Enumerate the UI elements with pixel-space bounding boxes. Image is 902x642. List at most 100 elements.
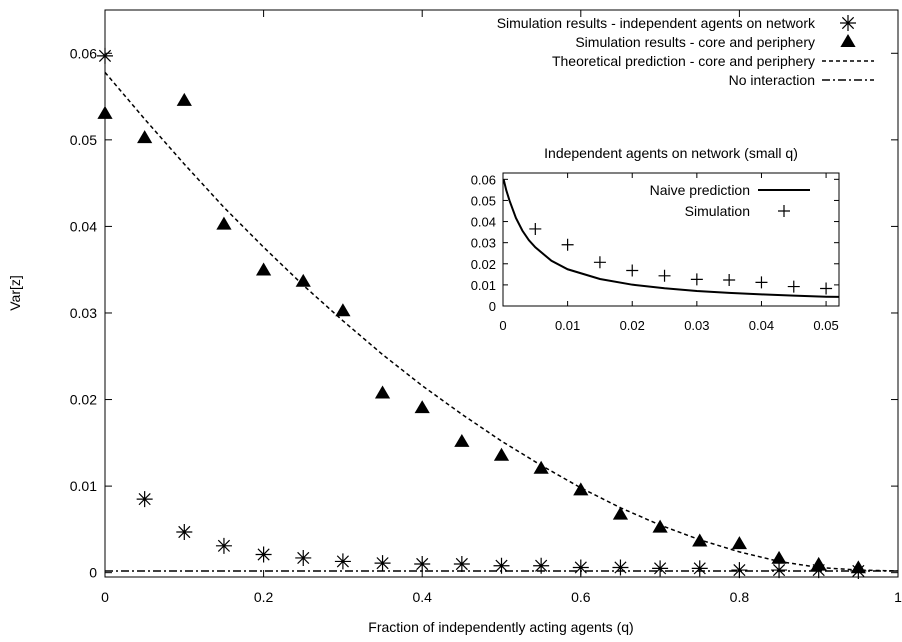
x-tick-label: 0.4 bbox=[412, 589, 432, 605]
x-tick-label: 0.01 bbox=[555, 318, 580, 333]
data-point bbox=[561, 238, 574, 251]
y-tick-label: 0.06 bbox=[471, 172, 496, 187]
x-tick-label: 1 bbox=[894, 589, 902, 605]
inset-axis-ticks: 0 0.01 0.02 0.03 0.04 0.05 0 0.01 0.02 0.03 0.04 0.… bbox=[471, 172, 839, 333]
inset-plot-lines bbox=[502, 179, 840, 298]
series-line bbox=[502, 179, 840, 298]
y-tick-label: 0.02 bbox=[70, 392, 97, 408]
y-tick-label: 0.01 bbox=[471, 278, 496, 293]
main-legend: Simulation results - independent agents … bbox=[497, 15, 874, 88]
y-tick-label: 0 bbox=[489, 299, 496, 314]
x-tick-label: 0 bbox=[101, 589, 109, 605]
legend-entry-label: Theoretical prediction - core and periph… bbox=[552, 53, 815, 69]
main-plot-markers bbox=[97, 47, 867, 579]
data-point bbox=[215, 537, 232, 554]
legend-entry-marker bbox=[840, 34, 856, 47]
inset-plot-markers bbox=[529, 222, 833, 295]
data-point bbox=[787, 280, 800, 293]
data-point bbox=[414, 556, 431, 573]
data-point bbox=[626, 264, 639, 277]
y-tick-label: 0.06 bbox=[70, 45, 97, 61]
legend-entry-label: Simulation bbox=[685, 203, 750, 219]
y-tick-label: 0.03 bbox=[471, 236, 496, 251]
data-point bbox=[493, 557, 510, 574]
data-point bbox=[771, 562, 788, 579]
y-axis-label: Var[z] bbox=[7, 275, 23, 311]
legend-entry-marker bbox=[840, 15, 856, 31]
series-line bbox=[104, 71, 899, 572]
data-point bbox=[652, 560, 669, 577]
data-point bbox=[295, 273, 311, 287]
data-point bbox=[771, 550, 787, 564]
data-point bbox=[97, 47, 113, 64]
data-point bbox=[612, 506, 629, 520]
main-plot: 0 0.2 0.4 0.6 0.8 100.010.020.030.040.050.06 … bbox=[7, 9, 902, 635]
legend-entry-label: Simulation results - core and periphery bbox=[575, 34, 815, 50]
y-tick-label: 0.01 bbox=[70, 478, 97, 494]
y-tick-label: 0.04 bbox=[70, 218, 97, 234]
data-point bbox=[493, 447, 510, 461]
y-tick-label: 0.05 bbox=[471, 193, 496, 208]
data-point bbox=[295, 549, 312, 566]
legend-entry-label: Simulation results - independent agents … bbox=[497, 15, 816, 31]
data-point bbox=[334, 553, 351, 570]
legend-entry-label: Naive prediction bbox=[650, 182, 750, 198]
data-point bbox=[529, 222, 542, 235]
x-tick-label: 0.2 bbox=[254, 589, 274, 605]
data-point bbox=[176, 92, 192, 106]
legend-entry-marker bbox=[778, 205, 790, 217]
main-axis-ticks: 0 0.2 0.4 0.6 0.8 1 0 0.01 0.02 0.03 0.04 0.05 0.06 bbox=[70, 10, 902, 605]
data-point bbox=[137, 130, 153, 144]
x-tick-label: 0.6 bbox=[571, 589, 591, 605]
x-axis-label: Fraction of independently acting agents … bbox=[368, 619, 633, 635]
inset-legend: Naive prediction Simulation bbox=[650, 182, 810, 219]
data-point bbox=[820, 282, 833, 295]
data-point bbox=[255, 546, 272, 563]
y-tick-label: 0.02 bbox=[471, 257, 496, 272]
data-point bbox=[453, 556, 470, 573]
y-tick-label: 0.03 bbox=[70, 305, 97, 321]
data-point bbox=[811, 556, 827, 570]
y-tick-label: 0 bbox=[89, 565, 97, 581]
data-point bbox=[690, 273, 703, 286]
data-point bbox=[658, 269, 671, 282]
data-point bbox=[533, 460, 549, 474]
inset-plot: Independent agents on network (small q) … bbox=[471, 145, 840, 333]
data-point bbox=[691, 560, 708, 577]
data-point bbox=[97, 105, 113, 119]
data-point bbox=[374, 385, 391, 399]
data-point bbox=[573, 482, 589, 496]
x-tick-label: 0.04 bbox=[749, 318, 774, 333]
x-tick-label: 0.05 bbox=[813, 318, 838, 333]
data-point bbox=[414, 400, 430, 414]
data-point bbox=[731, 562, 748, 579]
legend-entry-label: No interaction bbox=[729, 72, 815, 88]
x-tick-label: 0.02 bbox=[620, 318, 645, 333]
data-point bbox=[256, 262, 272, 276]
x-tick-label: 0 bbox=[499, 318, 506, 333]
y-tick-label: 0.05 bbox=[70, 132, 97, 148]
inset-title: Independent agents on network (small q) bbox=[544, 145, 798, 161]
main-plot-frame bbox=[104, 9, 899, 578]
data-point bbox=[612, 559, 629, 576]
data-point bbox=[136, 491, 153, 508]
data-point bbox=[216, 216, 232, 230]
data-point bbox=[572, 559, 589, 576]
y-tick-label: 0.04 bbox=[471, 215, 496, 230]
inset-plot-frame bbox=[502, 172, 840, 307]
data-point bbox=[176, 523, 193, 540]
data-point bbox=[374, 555, 391, 572]
inset-background bbox=[503, 173, 839, 306]
data-point bbox=[723, 274, 736, 287]
data-point bbox=[652, 519, 668, 533]
x-tick-label: 0.03 bbox=[684, 318, 709, 333]
data-point bbox=[533, 557, 550, 574]
data-point bbox=[454, 433, 470, 447]
data-point bbox=[810, 562, 827, 579]
data-point bbox=[850, 560, 866, 574]
data-point bbox=[755, 276, 768, 289]
data-point bbox=[593, 256, 606, 269]
data-point bbox=[692, 533, 708, 547]
x-tick-label: 0.8 bbox=[730, 589, 750, 605]
